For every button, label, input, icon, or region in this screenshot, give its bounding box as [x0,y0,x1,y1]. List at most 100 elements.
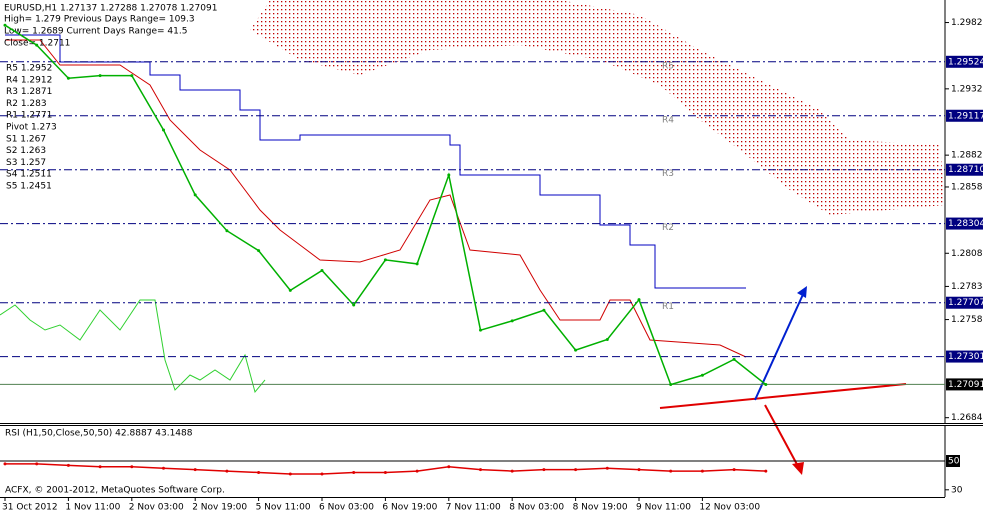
support-line [659,383,907,409]
point [605,337,609,341]
level-label-box [946,378,983,391]
rsi-label-box [946,455,960,467]
point [320,269,324,273]
y-tick-label: 30 [951,485,963,495]
level-label: 1.29524 [948,57,983,67]
down-arrow-head [792,462,804,475]
pivot-label: S3 1.257 [6,158,46,168]
level-label-box [946,350,983,363]
point [542,308,546,312]
info-line: High= 1.279 Previous Days Range= 109.3 [4,15,195,25]
down-arrow [764,404,801,471]
x-tick-label: 8 Nov 03:00 [509,503,564,513]
point [732,468,736,472]
y-tick-label: 50 [948,457,960,467]
point [130,465,134,469]
point [510,319,514,323]
level-label: 1.28304 [948,219,983,229]
point [764,469,768,473]
y-tick-label: 1.27580 [951,315,983,325]
y-tick-label: 1.27830 [951,282,983,292]
point [447,173,451,177]
point [225,229,229,233]
level-label-box [946,109,983,122]
info-line: EURUSD,H1 1.27137 1.27288 1.27078 1.2709… [4,4,217,14]
pivot-label: S1 1.267 [6,134,46,144]
point [288,472,292,476]
point [383,258,387,262]
pivot-label: S4 1.2511 [6,170,52,180]
info-line: Close= 1.2711 [4,39,70,49]
point [193,468,197,472]
point [35,462,39,466]
point [542,468,546,472]
point [574,348,578,352]
point [98,74,102,78]
info-line: Low= 1.2689 Current Days Range= 41.5 [4,27,187,37]
y-tick-label: 1.28080 [951,249,983,259]
point [3,23,7,27]
chikou-line [0,299,266,394]
rsi-title: RSI (H1,50,Close,50,50) 42.8887 43.1488 [5,429,193,439]
point [352,303,356,307]
x-tick-label: 7 Nov 11:00 [446,503,501,513]
level-label: 1.29117 [948,111,983,121]
x-tick-label: 12 Nov 03:00 [699,503,760,513]
point [383,471,387,475]
ichimoku-cloud [250,0,945,215]
point [130,74,134,78]
point [669,383,673,387]
point [732,357,736,361]
level-label-box [946,55,983,68]
level-label: 1.28710 [948,165,983,175]
y-tick-label: 1.29320 [951,84,983,94]
point [479,328,482,332]
x-tick-label: 2 Nov 19:00 [192,503,247,513]
point [193,193,197,197]
point [320,472,324,476]
point [3,462,7,466]
level-tag: R4 [662,115,674,125]
point [288,288,292,292]
level-tag: R2 [662,223,674,233]
point [98,465,102,469]
pivot-label: R4 1.2912 [6,75,52,85]
point [225,469,229,473]
point [257,471,261,475]
point [162,466,165,470]
x-tick-label: 1 Nov 11:00 [65,503,120,513]
point [764,383,768,387]
pivot-label: R2 1.283 [6,99,47,109]
level-label: 1.27301 [948,352,983,362]
point [162,128,165,132]
point [574,468,578,472]
point [605,466,609,470]
point [415,469,419,473]
pivot-label: S5 1.2451 [6,182,52,192]
point [479,468,482,472]
point [352,471,356,475]
point [637,468,641,472]
point [700,469,704,473]
point [700,373,704,377]
x-tick-label: 5 Nov 11:00 [256,503,311,513]
x-tick-label: 8 Nov 19:00 [573,503,628,513]
point [510,469,514,473]
level-label: 1.27707 [948,298,983,308]
point [66,463,70,467]
x-tick-label: 2 Nov 03:00 [129,503,184,513]
x-tick-label: 6 Nov 03:00 [319,503,374,513]
pivot-label: S2 1.263 [6,146,46,156]
pivot-label: R3 1.2871 [6,87,52,97]
point [257,249,261,253]
level-tag: R1 [662,302,674,312]
x-tick-label: 9 Nov 11:00 [636,503,691,513]
point [447,465,451,469]
point [35,43,39,47]
tenkan-line [5,39,747,358]
pivot-label: Pivot 1.273 [6,123,57,133]
y-tick-label: 1.26840 [951,413,983,423]
point [669,469,673,473]
